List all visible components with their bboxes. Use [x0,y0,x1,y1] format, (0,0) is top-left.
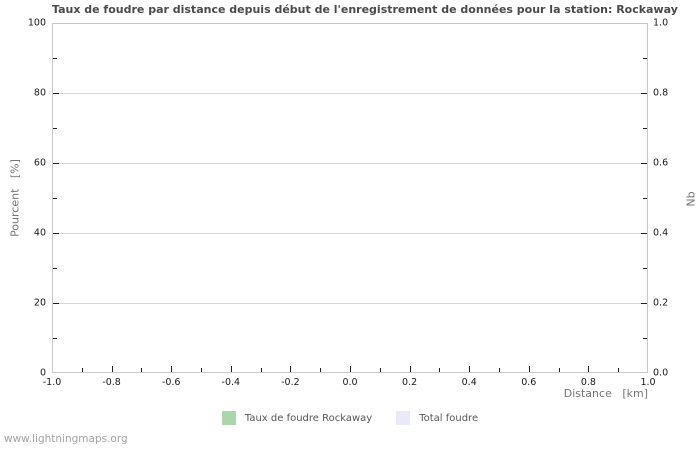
gridline [52,233,648,234]
legend-item: Total foudre [396,411,478,425]
y-right-minor-tick-mark [643,198,647,199]
x-tick-label: -0.4 [221,377,241,388]
y-right-minor-tick-mark [643,338,647,339]
y-right-tick-label: 0.8 [653,87,669,99]
y-right-tick-label: 1.0 [653,17,669,29]
legend-label: Taux de foudre Rockaway [244,412,373,424]
x-tick-mark [350,366,351,372]
legend-swatch-taux-de-foudre [221,411,236,425]
y-right-tick-mark [641,93,647,94]
y-left-minor-tick-mark [53,338,57,339]
x-tick-mark [469,366,471,372]
x-tick-mark [171,366,173,372]
y-left-tick-label: 40 [33,227,46,239]
x-tick-mark [290,366,292,372]
x-tick-mark [409,366,411,372]
y-right-tick-label: 0.6 [653,157,669,169]
x-minor-tick-mark [260,368,262,372]
y-left-minor-tick-mark [53,268,57,269]
y-right-tick-mark [641,233,647,234]
x-tick-mark [111,366,113,372]
y-right-tick-label: 0.2 [653,297,669,309]
x-tick-label: 0.2 [402,377,418,388]
x-minor-tick-mark [379,368,381,372]
y-right-minor-tick-mark [643,268,647,269]
x-tick-mark [230,366,232,372]
x-minor-tick-mark [558,368,560,372]
y-left-tick-label: 80 [33,87,46,99]
y-left-minor-tick-mark [53,58,57,59]
y-left-tick-label: 60 [33,157,46,169]
x-minor-tick-mark [618,368,620,372]
x-tick-label: 1.0 [640,377,656,388]
legend-item: Taux de foudre Rockaway [221,411,373,425]
x-tick-mark [588,366,590,372]
y-right-tick-label: 0.4 [653,227,669,239]
y-left-tick-mark [53,93,59,94]
x-tick-mark [528,366,530,372]
legend-label: Total foudre [419,412,479,424]
x-axis-title: Distance [km] [563,387,648,400]
legend-swatch-total-foudre [396,411,411,425]
x-minor-tick-mark [141,368,143,372]
y-left-minor-tick-mark [53,128,57,129]
x-tick-label: -0.6 [161,377,181,388]
x-minor-tick-mark [81,368,83,372]
y-right-minor-tick-mark [643,128,647,129]
chart-title: Taux de foudre par distance depuis début… [52,3,678,16]
gridline [52,93,648,94]
y-right-minor-tick-mark [643,58,647,59]
x-tick-label: 0.6 [521,377,537,388]
y-right-tick-label: 0.0 [653,367,669,379]
x-tick-label: 0.0 [342,377,358,388]
y-left-tick-mark [53,233,59,234]
y-left-tick-label: 20 [33,297,46,309]
x-tick-label: 0.4 [461,377,477,388]
left-axis-title: Pourcent [%] [8,159,22,237]
y-right-tick-mark [641,163,647,164]
x-tick-label: -0.2 [281,377,300,388]
legend: Taux de foudre Rockaway Total foudre [0,409,700,427]
x-tick-label: -0.8 [102,377,121,388]
x-tick-label: 0.8 [580,377,596,388]
x-tick-label: -1.0 [42,377,62,388]
plot-area [52,23,648,373]
gridline [52,163,648,164]
x-minor-tick-mark [499,368,500,372]
gridline [52,303,648,304]
x-minor-tick-mark [201,368,202,372]
y-left-tick-mark [53,303,59,304]
y-left-minor-tick-mark [53,198,57,199]
right-axis-title: Nb [684,191,698,207]
y-right-tick-mark [641,303,647,304]
y-left-tick-mark [53,163,59,164]
x-minor-tick-mark [320,368,322,372]
watermark: www.lightningmaps.org [4,433,128,445]
y-left-tick-label: 0 [39,367,46,379]
x-minor-tick-mark [439,368,441,372]
y-left-tick-label: 100 [27,17,46,29]
